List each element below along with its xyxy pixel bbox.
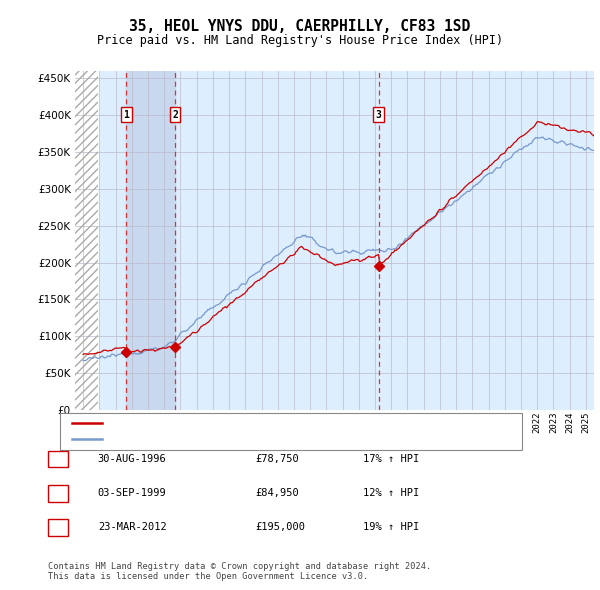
Text: 03-SEP-1999: 03-SEP-1999 (98, 489, 167, 498)
Text: £78,750: £78,750 (255, 454, 299, 464)
Text: Contains HM Land Registry data © Crown copyright and database right 2024.: Contains HM Land Registry data © Crown c… (48, 562, 431, 571)
Text: 2: 2 (172, 110, 178, 120)
Text: 1: 1 (124, 110, 129, 120)
Bar (75, 71, 98, 410)
Text: 35, HEOL YNYS DDU, CAERPHILLY, CF83 1SD: 35, HEOL YNYS DDU, CAERPHILLY, CF83 1SD (130, 19, 470, 34)
Text: £84,950: £84,950 (255, 489, 299, 498)
Text: 3: 3 (376, 110, 382, 120)
Text: 12% ↑ HPI: 12% ↑ HPI (363, 489, 419, 498)
Text: 19% ↑ HPI: 19% ↑ HPI (363, 523, 419, 532)
Text: 35, HEOL YNYS DDU, CAERPHILLY, CF83 1SD (detached house): 35, HEOL YNYS DDU, CAERPHILLY, CF83 1SD … (108, 418, 444, 428)
Text: 1: 1 (55, 454, 61, 464)
Text: HPI: Average price, detached house, Caerphilly: HPI: Average price, detached house, Caer… (108, 434, 384, 444)
Bar (75, 71, 98, 410)
Text: 2: 2 (55, 489, 61, 498)
Text: 23-MAR-2012: 23-MAR-2012 (98, 523, 167, 532)
Text: This data is licensed under the Open Government Licence v3.0.: This data is licensed under the Open Gov… (48, 572, 368, 581)
Text: £195,000: £195,000 (255, 523, 305, 532)
Text: 17% ↑ HPI: 17% ↑ HPI (363, 454, 419, 464)
Text: Price paid vs. HM Land Registry's House Price Index (HPI): Price paid vs. HM Land Registry's House … (97, 34, 503, 47)
Text: 30-AUG-1996: 30-AUG-1996 (98, 454, 167, 464)
Bar (126, 71, 175, 410)
Text: 3: 3 (55, 523, 61, 532)
